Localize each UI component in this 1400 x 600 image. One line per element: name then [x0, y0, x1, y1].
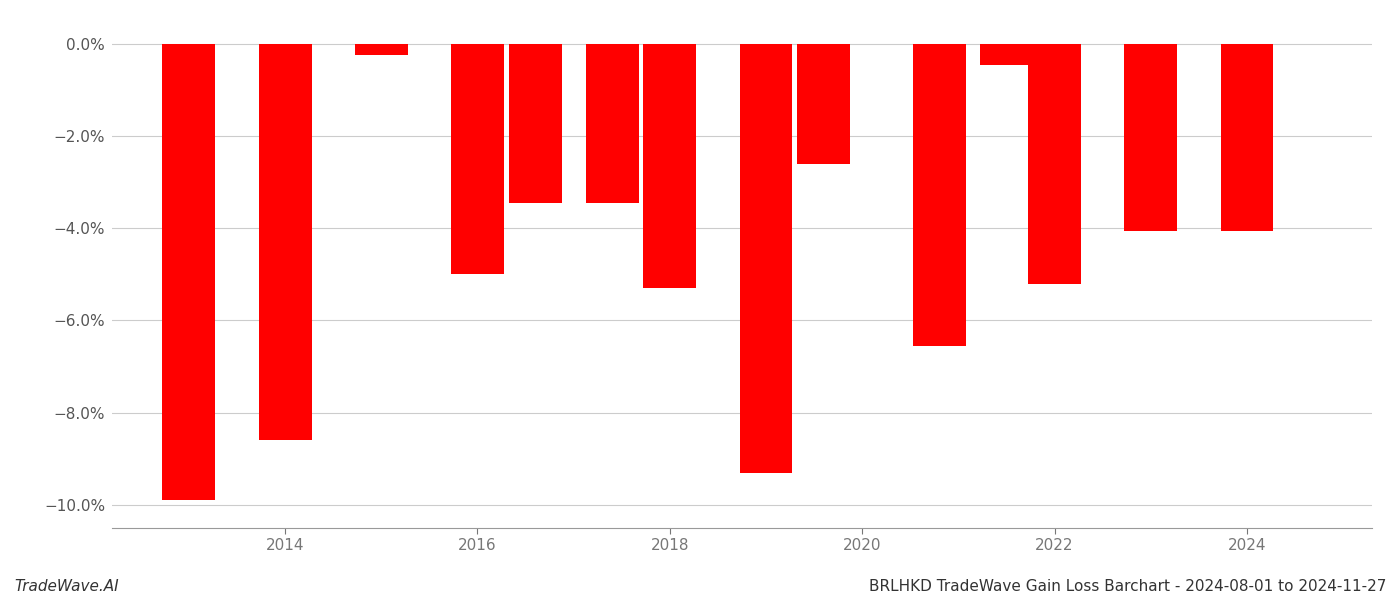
Text: BRLHKD TradeWave Gain Loss Barchart - 2024-08-01 to 2024-11-27: BRLHKD TradeWave Gain Loss Barchart - 20…: [868, 579, 1386, 594]
Bar: [162, 44, 216, 500]
Bar: [644, 44, 696, 288]
Bar: [913, 44, 966, 346]
Bar: [585, 44, 638, 203]
Bar: [980, 44, 1033, 65]
Bar: [451, 44, 504, 274]
Bar: [739, 44, 792, 473]
Bar: [1221, 44, 1274, 230]
Bar: [798, 44, 850, 164]
Bar: [508, 44, 561, 203]
Bar: [259, 44, 312, 440]
Text: TradeWave.AI: TradeWave.AI: [14, 579, 119, 594]
Bar: [354, 44, 407, 55]
Bar: [1124, 44, 1177, 230]
Bar: [1028, 44, 1081, 284]
